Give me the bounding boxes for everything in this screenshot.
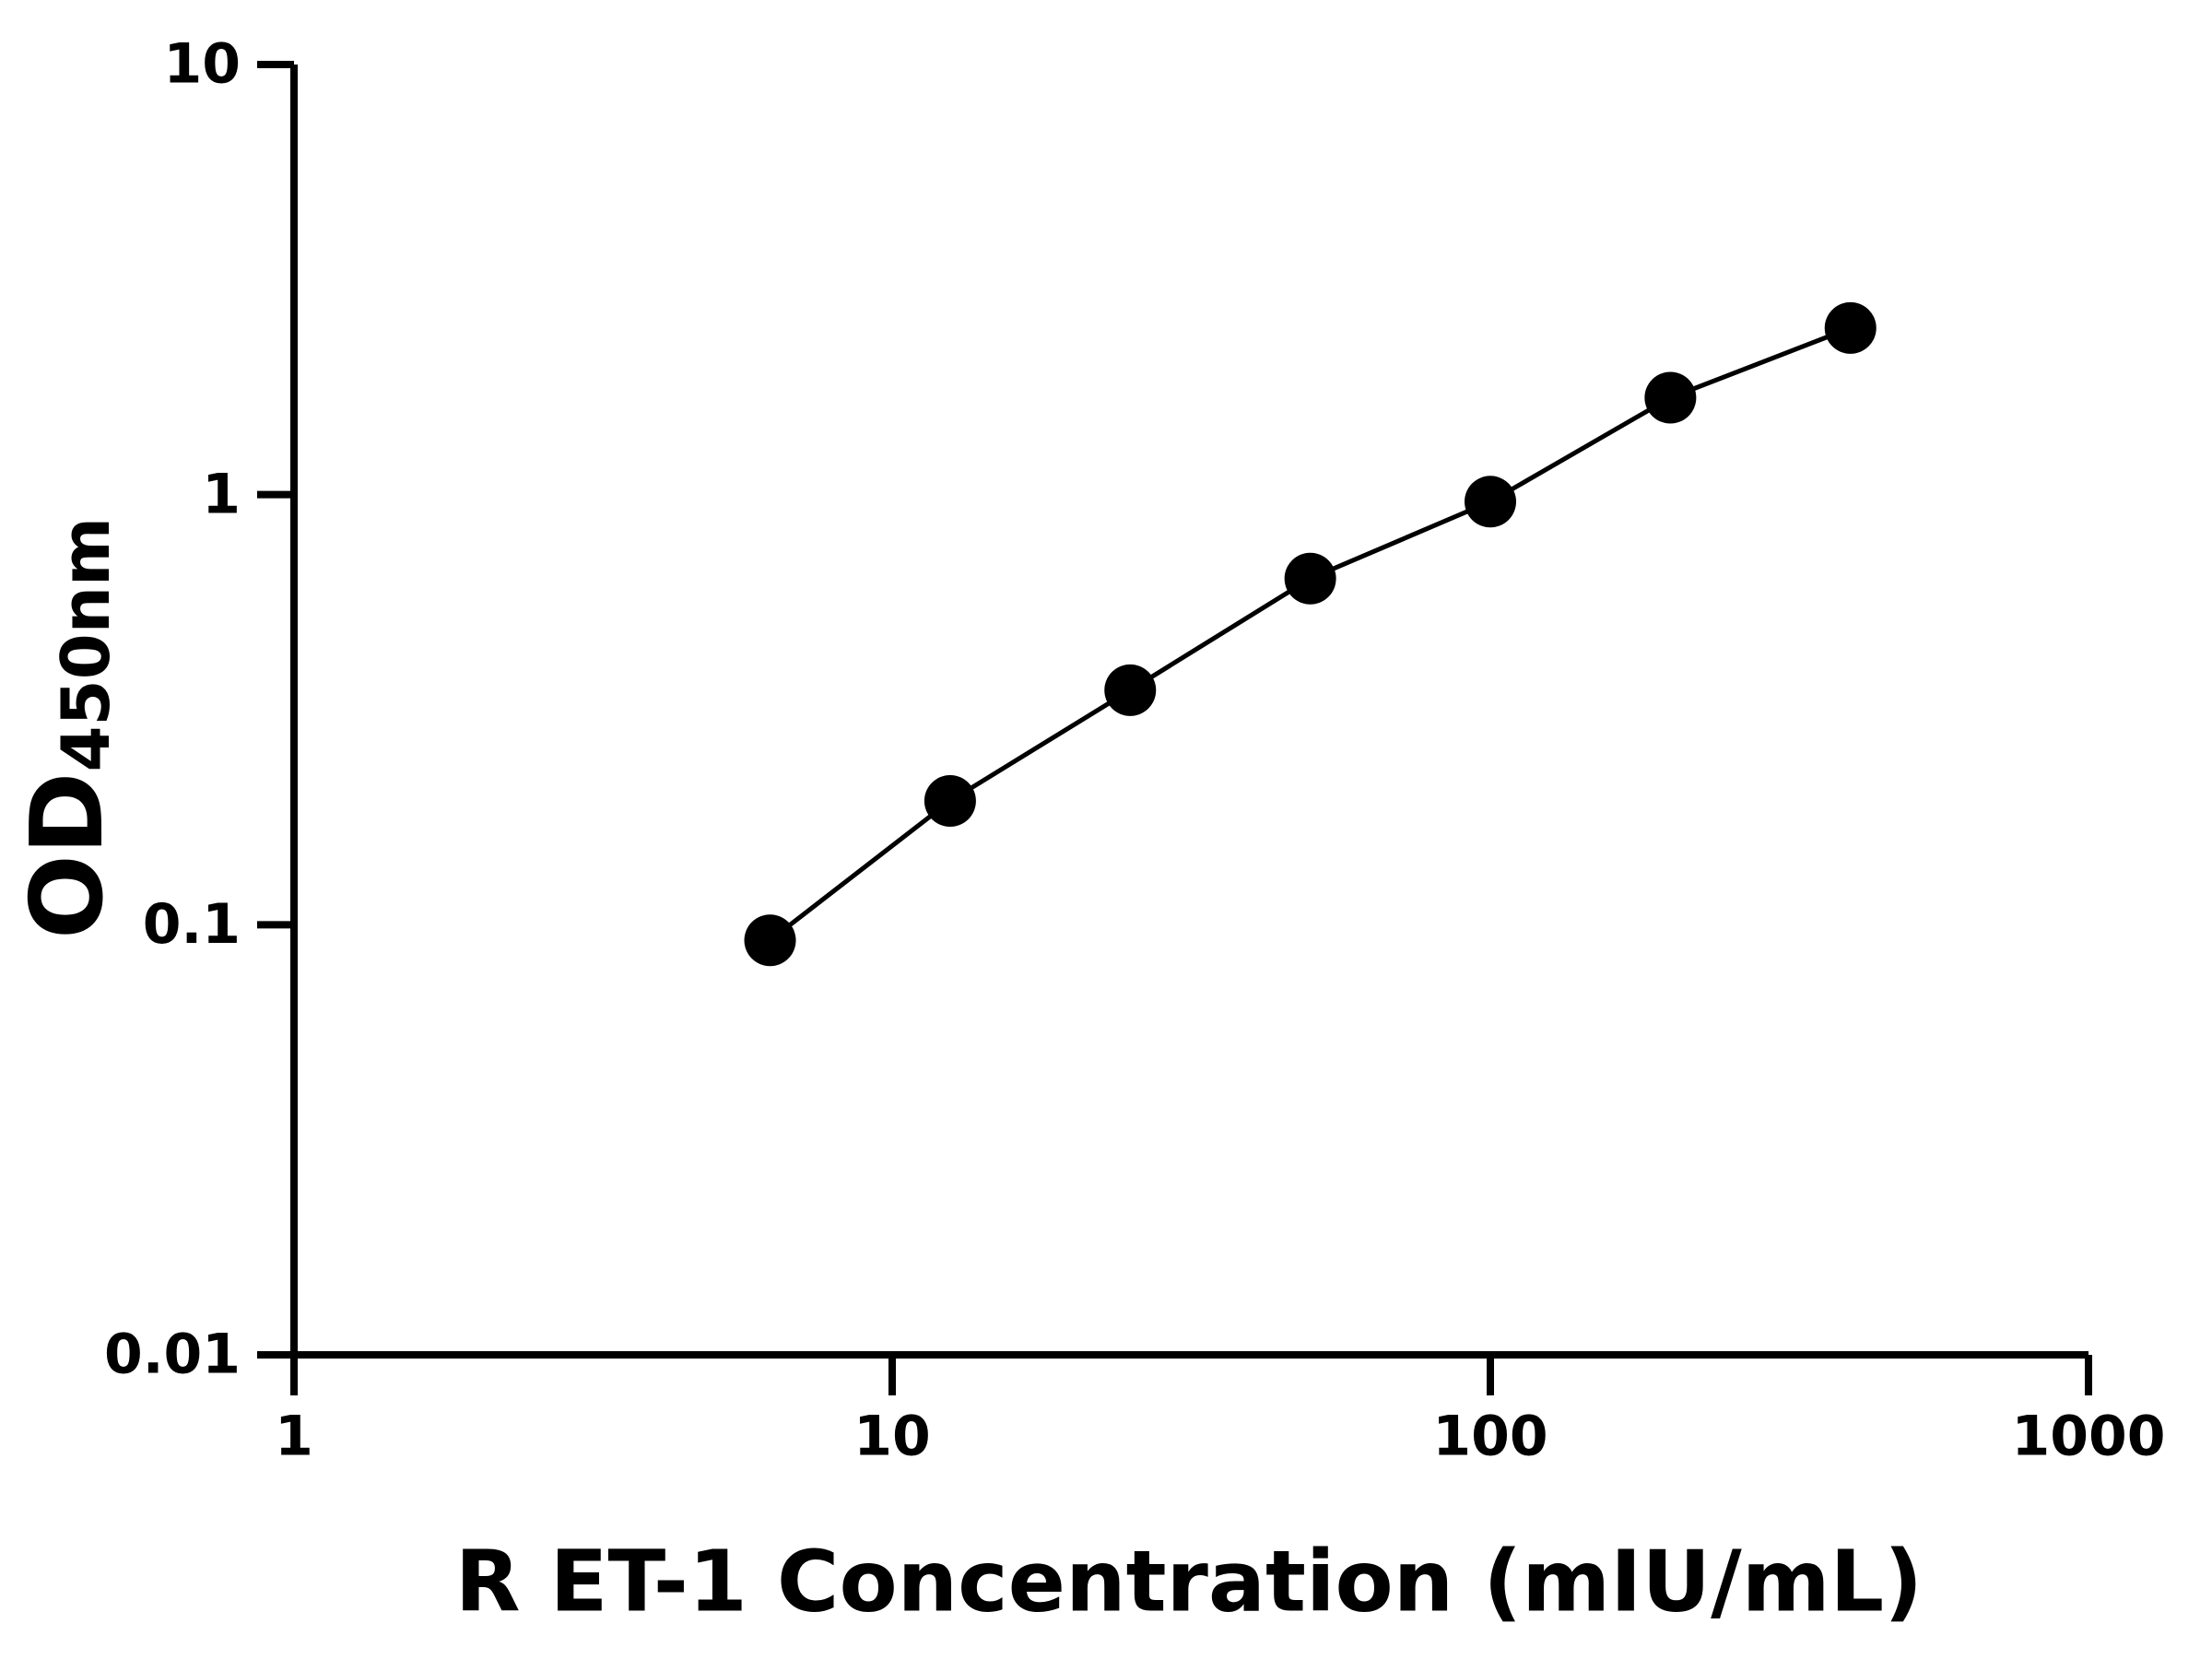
y-tick-label: 1	[202, 462, 241, 526]
x-tick-label: 10	[853, 1405, 931, 1469]
data-point	[1824, 301, 1877, 354]
data-point	[1284, 552, 1336, 605]
data-point	[1465, 476, 1516, 528]
y-tick-label: 10	[164, 32, 241, 97]
y-tick-label: 0.01	[104, 1323, 241, 1387]
y-axis-label: OD450nm	[10, 517, 125, 939]
y-tick-label: 0.1	[143, 892, 241, 957]
x-tick-label: 1	[275, 1405, 313, 1469]
x-tick-label: 1000	[2012, 1405, 2166, 1469]
y-axis-label-subscript: 450nm	[47, 517, 124, 772]
fit-line	[768, 325, 1852, 943]
x-tick-label: 100	[1432, 1405, 1547, 1469]
data-point	[1104, 664, 1157, 716]
data-point	[744, 914, 796, 967]
y-axis-label-main: OD	[10, 772, 125, 939]
data-point	[924, 775, 976, 828]
x-axis-label: R ET-1 Concentration (mIU/mL)	[455, 1532, 1923, 1630]
data-point	[1644, 371, 1697, 424]
